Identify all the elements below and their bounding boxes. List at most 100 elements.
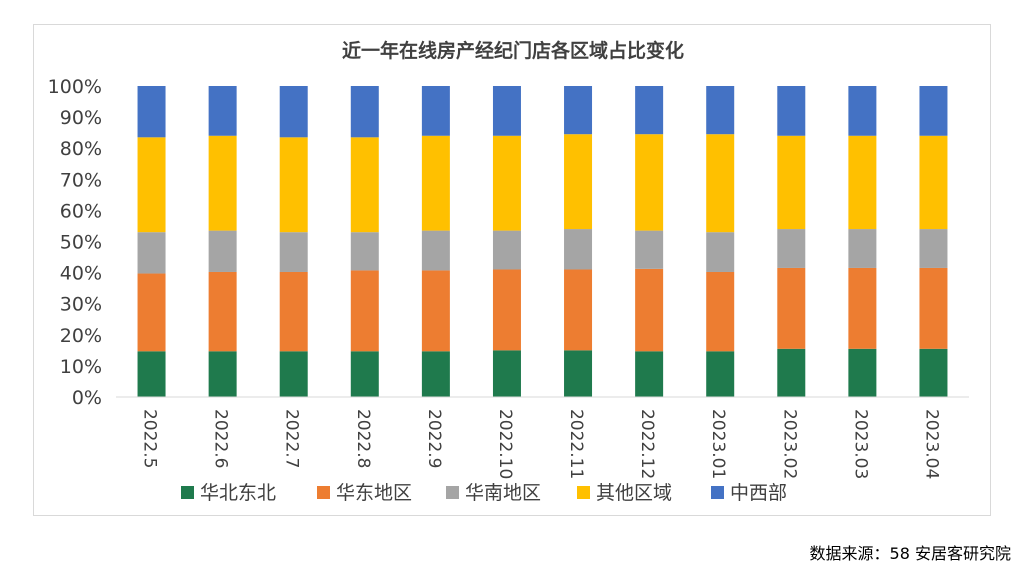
legend-label: 华东地区 <box>336 482 412 504</box>
bar-segment <box>208 351 237 397</box>
bar-segment <box>635 86 664 135</box>
y-tick-label: 40% <box>60 263 102 285</box>
bar-segment <box>848 86 877 136</box>
bar-segment <box>137 273 166 352</box>
bar-segment <box>848 229 877 268</box>
bar-segment <box>777 229 806 268</box>
legend-swatch <box>711 486 724 499</box>
legend-item: 华北东北 <box>181 482 276 504</box>
x-tick-label: 2023.01 <box>708 409 728 479</box>
bar-segment <box>492 269 521 351</box>
legend-label: 中西部 <box>730 482 787 504</box>
y-tick-label: 50% <box>60 232 102 254</box>
x-tick-label: 2022.9 <box>424 409 444 468</box>
bar-segment <box>706 86 735 135</box>
bar-segment <box>777 135 806 230</box>
bar-segment <box>208 86 237 136</box>
bar-segment <box>919 135 948 230</box>
x-tick-label: 2022.10 <box>495 409 515 479</box>
bar-segment <box>777 348 806 397</box>
bar-segment <box>564 229 593 270</box>
y-tick-label: 60% <box>60 200 102 222</box>
bar-segment <box>492 86 521 136</box>
bar-stack <box>848 86 877 397</box>
x-tick-label: 2023.03 <box>850 409 870 479</box>
bar-segment <box>350 351 379 397</box>
bar-segment <box>350 232 379 271</box>
x-tick-label: 2022.12 <box>637 409 657 479</box>
bar-segment <box>848 135 877 230</box>
bar-segment <box>279 86 308 138</box>
legend-swatch <box>577 486 590 499</box>
legend-label: 华南地区 <box>465 482 541 504</box>
y-tick-label: 30% <box>60 294 102 316</box>
bar-segment <box>848 348 877 397</box>
bar-segment <box>208 135 237 231</box>
bar-segment <box>635 230 664 269</box>
bar-segment <box>421 270 450 352</box>
bar-segment <box>279 271 308 352</box>
y-tick-label: 0% <box>72 387 102 409</box>
bar-segment <box>350 86 379 138</box>
bar-segment <box>421 135 450 231</box>
bar-segment <box>137 86 166 138</box>
bar-segment <box>492 350 521 397</box>
legend-swatch <box>181 486 194 499</box>
bar-stack <box>492 86 521 397</box>
bar-stack <box>208 86 237 397</box>
x-tick-label: 2023.04 <box>921 409 941 479</box>
bar-segment <box>279 232 308 272</box>
bar-stack <box>350 86 379 397</box>
source-note: 数据来源：58 安居客研究院 <box>809 544 1011 563</box>
bar-segment <box>706 271 735 352</box>
bar-segment <box>919 229 948 268</box>
bar-segment <box>919 86 948 136</box>
legend-swatch <box>317 486 330 499</box>
legend-swatch <box>446 486 459 499</box>
legend-item: 其他区域 <box>577 482 672 504</box>
legend-label: 其他区域 <box>596 482 672 504</box>
bar-segment <box>706 134 735 233</box>
x-tick-label: 2023.02 <box>779 409 799 479</box>
bar-segment <box>492 230 521 270</box>
bar-segment <box>208 271 237 352</box>
x-tick-label: 2022.5 <box>140 409 160 468</box>
bar-segment <box>848 267 877 349</box>
bar-segment <box>919 267 948 349</box>
bar-segment <box>919 348 948 397</box>
bar-stack <box>706 86 735 397</box>
bar-segment <box>279 137 308 233</box>
bar-stack <box>635 86 664 397</box>
bar-segment <box>564 86 593 135</box>
x-tick-label: 2022.8 <box>353 409 373 468</box>
legend-label: 华北东北 <box>200 482 276 504</box>
y-tick-label: 80% <box>60 138 102 160</box>
bar-stack <box>279 86 308 397</box>
bar-segment <box>777 267 806 349</box>
bar-segment <box>635 268 664 352</box>
bar-stack <box>919 86 948 397</box>
y-tick-label: 100% <box>48 76 102 98</box>
x-tick-label: 2022.6 <box>211 409 231 468</box>
bar-stack <box>137 86 166 397</box>
bar-segment <box>421 351 450 397</box>
bar-segment <box>421 86 450 136</box>
y-tick-label: 10% <box>60 356 102 378</box>
bar-stack <box>421 86 450 397</box>
bar-segment <box>492 135 521 231</box>
y-tick-label: 90% <box>60 107 102 129</box>
bar-segment <box>208 230 237 272</box>
legend-item: 中西部 <box>711 482 787 504</box>
bar-segment <box>279 351 308 397</box>
y-tick-label: 20% <box>60 325 102 347</box>
bar-stack <box>777 86 806 397</box>
y-axis: 0% 10% 20% 30% 40% 50% 60% 70% 80% 90% 100% <box>48 76 102 409</box>
bar-segment <box>350 137 379 233</box>
bar-segment <box>635 134 664 231</box>
x-tick-label: 2022.7 <box>282 409 302 468</box>
bar-segment <box>137 137 166 233</box>
chart-svg: 近一年在线房产经纪门店各区域占比变化 0% 10% 20% 30% 40% 50% 60% 7… <box>48 39 969 504</box>
x-tick-label: 2022.11 <box>566 409 586 479</box>
legend-item: 华东地区 <box>317 482 412 504</box>
x-axis: 2022.5 2022.6 2022.7 2022.8 2022.9 2022.10 202… <box>116 396 969 479</box>
